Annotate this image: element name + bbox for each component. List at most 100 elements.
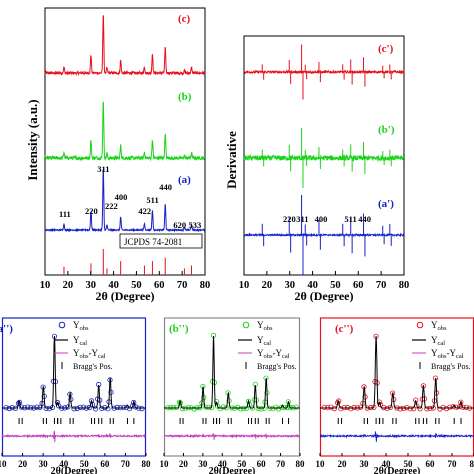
legend-subscript: cal	[438, 340, 446, 347]
legend-subscript: obs	[264, 353, 274, 360]
derivative-tag-b: (b')	[378, 124, 395, 136]
x-tick-label: 50	[131, 280, 142, 291]
x-tick-label: 50	[330, 280, 341, 291]
observed-point	[25, 404, 31, 410]
calculated-line	[2, 335, 146, 409]
x-tick-label: 50	[237, 459, 247, 469]
x-tick-label: 50	[404, 459, 414, 469]
difference-line	[1, 430, 147, 443]
x-tick-label: 80	[399, 280, 410, 291]
observed-point	[46, 406, 52, 412]
observed-point	[71, 406, 77, 412]
observed-point	[105, 406, 111, 412]
x-tick-label: 30	[198, 459, 208, 469]
legend-label: Yobs	[257, 320, 273, 332]
legend-label: Ycal	[431, 335, 445, 347]
observed-point	[348, 406, 354, 412]
x-tick-label: 80	[470, 459, 474, 469]
observed-point	[139, 405, 145, 412]
x-tick-label: 40	[108, 280, 119, 291]
x-axis-title: 2θ(Degree)	[51, 466, 98, 474]
pattern-tag-c: (c)	[178, 13, 191, 25]
x-tick-label: 10	[160, 459, 170, 469]
hkl-label-620: 620	[173, 220, 186, 230]
hkl-label-400: 400	[315, 214, 328, 224]
x-axis-title: 2θ(Degree)	[374, 466, 421, 474]
legend-subscript: obs	[264, 325, 274, 332]
observed-point	[275, 406, 282, 412]
hkl-label-422: 422	[138, 206, 151, 216]
observed-point	[191, 406, 197, 412]
legend-obs-symbol	[416, 321, 424, 329]
x-tick-label: 20	[63, 280, 74, 291]
hkl-label-311: 311	[296, 214, 308, 224]
y-axis-title: Derivative	[224, 131, 239, 189]
observed-point	[273, 404, 279, 410]
legend-minus: -Y	[89, 348, 99, 358]
derivative-tag-a: (a')	[378, 198, 394, 210]
legend-label: Bragg's Pos.	[431, 362, 471, 371]
x-tick-label: 40	[307, 280, 318, 291]
legend-subscript: cal	[264, 340, 272, 347]
x-tick-label: 70	[276, 459, 286, 469]
observed-point	[424, 406, 430, 412]
hkl-label-220: 220	[283, 214, 296, 224]
observed-point	[376, 399, 382, 405]
hkl-label-222: 222	[105, 201, 118, 211]
observed-point	[34, 404, 40, 410]
x-tick-label: 20	[338, 459, 348, 469]
observed-point	[88, 398, 95, 404]
observed-point	[447, 404, 453, 410]
legend-minus: -Y	[273, 348, 283, 358]
observed-point	[37, 404, 43, 410]
legend-label: Yobs-Ycal	[73, 348, 106, 360]
derivative-line-c	[243, 69, 405, 75]
legend-obs-symbol	[242, 321, 250, 329]
pattern-line-a	[44, 169, 206, 233]
observed-point	[338, 406, 344, 412]
rietveld-tag: (a'')	[0, 323, 13, 335]
jcpds-box	[119, 233, 203, 249]
observed-point	[133, 404, 139, 410]
x-tick-label: 40	[218, 459, 228, 469]
legend-label: Ycal	[257, 335, 271, 347]
y-axis-title: Intensity (a.u.)	[25, 99, 40, 180]
hkl-label-440: 440	[358, 214, 371, 224]
observed-point	[443, 405, 450, 412]
observed-point	[460, 404, 466, 410]
legend-label: Ycal	[73, 335, 87, 347]
derivative-line-b	[243, 153, 405, 163]
observed-point	[387, 404, 393, 410]
rietveld-frame	[1, 317, 147, 457]
x-tick-label: 60	[100, 459, 110, 469]
observed-point	[126, 406, 133, 412]
panel-b-frame	[243, 35, 405, 276]
observed-point	[453, 404, 459, 410]
pattern-tag-b: (b)	[178, 91, 192, 103]
hkl-label-311: 311	[97, 164, 109, 174]
difference-line	[319, 431, 474, 442]
observed-point	[397, 406, 403, 412]
hkl-label-111: 111	[59, 209, 71, 219]
x-tick-label: 60	[426, 459, 436, 469]
observed-point	[65, 404, 71, 410]
pattern-line-c	[44, 15, 206, 77]
observed-point	[54, 399, 61, 406]
legend-subscript: obs	[80, 353, 90, 360]
observed-point	[287, 404, 293, 410]
hkl-label-400: 400	[115, 192, 128, 202]
legend-label: Bragg's Pos.	[257, 362, 297, 371]
observed-point	[417, 406, 423, 412]
observed-point	[407, 406, 413, 412]
x-tick-label: 10	[316, 459, 326, 469]
legend-minus: -Y	[447, 348, 457, 358]
observed-point	[258, 406, 264, 412]
x-tick-label: 60	[257, 459, 267, 469]
legend-subscript: obs	[438, 353, 448, 360]
legend-subscript: cal	[456, 353, 464, 360]
legend-label: Yobs-Ycal	[257, 348, 290, 360]
observed-point	[238, 406, 244, 412]
x-tick-label: 10	[239, 280, 250, 291]
observed-point	[245, 398, 252, 404]
